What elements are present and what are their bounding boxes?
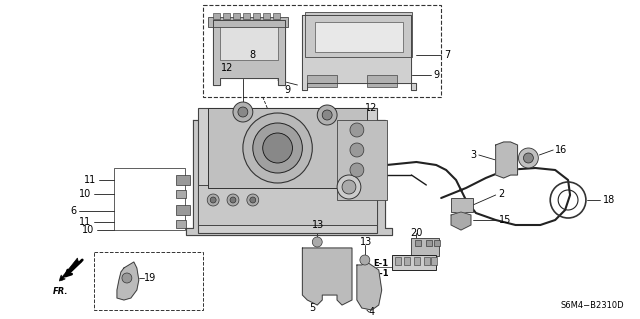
- Polygon shape: [302, 15, 417, 90]
- Text: FR.: FR.: [52, 286, 68, 295]
- Bar: [198, 108, 377, 233]
- Text: 16: 16: [555, 145, 568, 155]
- Circle shape: [342, 180, 356, 194]
- Circle shape: [233, 102, 253, 122]
- Text: 7: 7: [444, 50, 451, 60]
- Bar: [177, 220, 186, 228]
- Bar: [213, 13, 220, 19]
- Bar: [305, 12, 412, 57]
- Circle shape: [122, 273, 132, 283]
- Bar: [208, 17, 287, 27]
- Text: 6: 6: [70, 206, 76, 216]
- Bar: [198, 185, 377, 225]
- Circle shape: [253, 123, 302, 173]
- Bar: [307, 75, 337, 87]
- Text: 18: 18: [603, 195, 615, 205]
- Bar: [431, 257, 437, 265]
- Bar: [367, 75, 397, 87]
- Bar: [412, 238, 439, 256]
- Circle shape: [210, 197, 216, 203]
- Bar: [404, 257, 410, 265]
- Bar: [177, 175, 190, 185]
- Circle shape: [247, 194, 259, 206]
- Circle shape: [317, 105, 337, 125]
- Bar: [233, 13, 240, 19]
- Polygon shape: [496, 142, 518, 178]
- Text: 10: 10: [79, 189, 92, 199]
- Circle shape: [322, 110, 332, 120]
- Polygon shape: [357, 262, 381, 310]
- Text: 9: 9: [285, 85, 291, 95]
- Text: S6M4−B2310D: S6M4−B2310D: [560, 300, 624, 309]
- Text: 12: 12: [221, 63, 233, 73]
- Polygon shape: [117, 262, 139, 300]
- Text: 2: 2: [499, 189, 505, 199]
- Circle shape: [263, 133, 292, 163]
- Text: 19: 19: [144, 273, 156, 283]
- Bar: [243, 13, 250, 19]
- Circle shape: [227, 194, 239, 206]
- Text: 13: 13: [360, 237, 372, 247]
- Text: 15: 15: [499, 215, 511, 225]
- Text: 10: 10: [82, 225, 94, 235]
- Circle shape: [230, 197, 236, 203]
- Bar: [220, 20, 278, 60]
- Polygon shape: [186, 120, 392, 235]
- Polygon shape: [213, 20, 285, 85]
- Text: 20: 20: [410, 228, 422, 238]
- Text: 8: 8: [250, 50, 256, 60]
- Text: 13: 13: [312, 220, 324, 230]
- Bar: [114, 168, 186, 230]
- Bar: [337, 120, 387, 200]
- Circle shape: [312, 237, 322, 247]
- Bar: [451, 198, 473, 212]
- Circle shape: [238, 107, 248, 117]
- Text: 5: 5: [309, 303, 316, 313]
- Bar: [316, 22, 403, 52]
- Text: 3: 3: [471, 150, 477, 160]
- Text: 4: 4: [369, 307, 375, 317]
- Bar: [434, 240, 440, 246]
- Circle shape: [350, 163, 364, 177]
- Circle shape: [360, 255, 370, 265]
- Bar: [263, 13, 269, 19]
- Circle shape: [518, 148, 538, 168]
- Bar: [395, 257, 401, 265]
- Circle shape: [524, 153, 533, 163]
- Bar: [392, 255, 436, 270]
- Circle shape: [243, 113, 312, 183]
- Bar: [94, 252, 204, 310]
- Text: 9: 9: [433, 70, 440, 80]
- Circle shape: [350, 143, 364, 157]
- Bar: [177, 205, 190, 215]
- Text: 11: 11: [84, 175, 96, 185]
- Bar: [177, 190, 186, 198]
- Text: 17: 17: [364, 157, 376, 167]
- Text: 12: 12: [365, 103, 377, 113]
- Polygon shape: [302, 248, 352, 305]
- Bar: [208, 108, 367, 188]
- Circle shape: [207, 194, 219, 206]
- Text: E-1-1: E-1-1: [364, 269, 388, 278]
- Circle shape: [337, 175, 361, 199]
- Bar: [426, 240, 432, 246]
- Polygon shape: [451, 212, 471, 230]
- Text: 11: 11: [79, 217, 92, 227]
- Bar: [253, 13, 260, 19]
- Bar: [273, 13, 280, 19]
- Bar: [424, 257, 430, 265]
- Bar: [415, 257, 420, 265]
- Circle shape: [350, 123, 364, 137]
- Bar: [223, 13, 230, 19]
- Bar: [415, 240, 421, 246]
- Text: E-1: E-1: [374, 258, 388, 268]
- Bar: [204, 5, 441, 97]
- Circle shape: [250, 197, 256, 203]
